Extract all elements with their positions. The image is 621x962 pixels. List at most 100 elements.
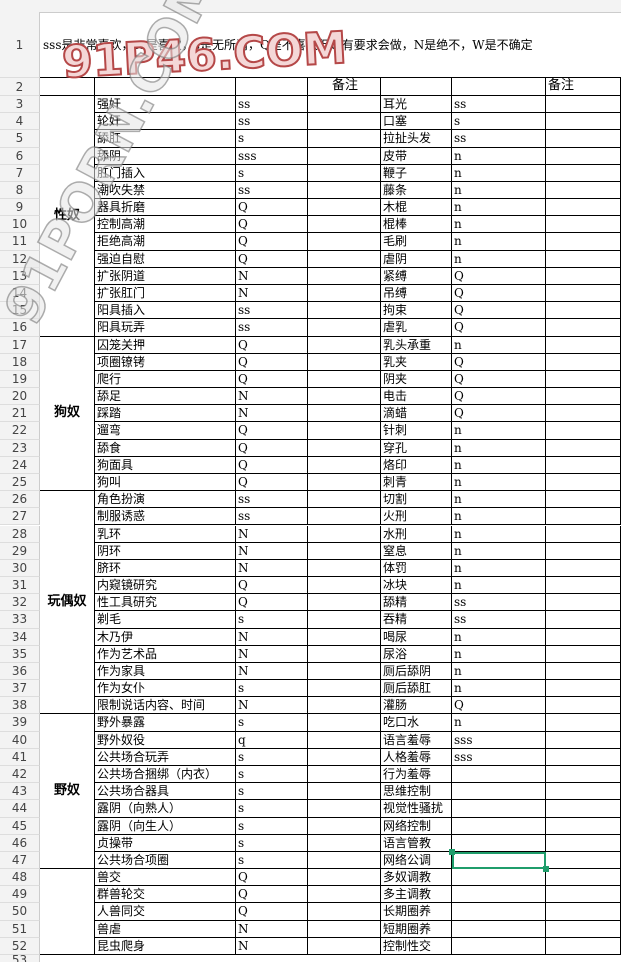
row-number[interactable]: 32 (0, 594, 40, 612)
row-number[interactable]: 2 (0, 78, 40, 96)
row-number[interactable]: 16 (0, 319, 40, 337)
row-number[interactable]: 15 (0, 302, 40, 320)
item: 尿浴 (381, 645, 452, 663)
rating: ss (236, 181, 308, 200)
row-number[interactable]: 38 (0, 697, 40, 715)
row-number[interactable]: 44 (0, 800, 40, 818)
row-number[interactable]: 14 (0, 284, 40, 303)
cell (546, 456, 621, 474)
rating: Q (236, 869, 308, 887)
cell (308, 920, 381, 938)
rating: n (452, 628, 546, 646)
row-number[interactable]: 12 (0, 250, 40, 268)
row-number[interactable]: 43 (0, 783, 40, 801)
cell (546, 731, 621, 749)
row-number[interactable]: 50 (0, 903, 40, 921)
item: 阳具玩弄 (95, 319, 236, 337)
row-number[interactable]: 48 (0, 869, 40, 887)
rating: s (236, 817, 308, 835)
rating: N (236, 559, 308, 578)
selected-cell[interactable] (452, 851, 546, 870)
item: 公共场合器具 (95, 783, 236, 801)
note-cell: sss是非常喜欢，ss是喜欢，s是无所谓，Q是不喜欢但是有要求会做，N是绝不，W… (40, 12, 621, 78)
item: 视觉性骚扰 (381, 800, 452, 818)
rating: Q (452, 697, 546, 715)
row-number[interactable]: 20 (0, 388, 40, 406)
rating: Q (236, 250, 308, 268)
row-number[interactable]: 13 (0, 267, 40, 285)
row-number[interactable]: 39 (0, 714, 40, 732)
row-number[interactable]: 41 (0, 748, 40, 766)
row-number[interactable]: 24 (0, 456, 40, 474)
cell (308, 250, 381, 268)
row-number[interactable]: 40 (0, 731, 40, 749)
cell (308, 628, 381, 646)
row-number[interactable]: 10 (0, 216, 40, 234)
row-number[interactable]: 7 (0, 164, 40, 182)
item: 虐乳 (381, 319, 452, 337)
row-number[interactable]: 21 (0, 405, 40, 423)
item: 穿孔 (381, 439, 452, 457)
item: 控制高潮 (95, 216, 236, 234)
row-number[interactable]: 22 (0, 422, 40, 440)
row-number[interactable]: 34 (0, 628, 40, 646)
row-number[interactable]: 27 (0, 508, 40, 526)
row-number[interactable]: 18 (0, 353, 40, 371)
row-number[interactable]: 4 (0, 113, 40, 131)
row-number[interactable]: 5 (0, 130, 40, 148)
row-number[interactable]: 47 (0, 851, 40, 870)
item: 舔精 (381, 594, 452, 612)
item: 肛门插入 (95, 164, 236, 182)
rating: n (452, 199, 546, 217)
rating: ss (236, 508, 308, 526)
item: 公共场合捆绑（内衣） (95, 766, 236, 784)
rating: n (452, 233, 546, 251)
item: 扩张阴道 (95, 267, 236, 285)
cell (308, 508, 381, 526)
row-number[interactable]: 45 (0, 817, 40, 835)
cell (308, 886, 381, 904)
rating (452, 886, 546, 904)
row-number[interactable]: 31 (0, 577, 40, 595)
cell (308, 869, 381, 887)
row-number[interactable]: 42 (0, 766, 40, 784)
item: 阳具插入 (95, 302, 236, 320)
rating: s (236, 164, 308, 182)
row-number[interactable]: 9 (0, 199, 40, 217)
row-number[interactable]: 8 (0, 181, 40, 200)
row-number[interactable]: 26 (0, 491, 40, 509)
cell (308, 473, 381, 492)
row-number[interactable]: 46 (0, 834, 40, 852)
row-number[interactable]: 36 (0, 662, 40, 681)
row-number[interactable]: 29 (0, 542, 40, 560)
rating: Q (452, 319, 546, 337)
cell (546, 766, 621, 784)
cell (308, 164, 381, 182)
cell (308, 181, 381, 200)
rating (452, 800, 546, 818)
row-number[interactable]: 3 (0, 96, 40, 114)
row-number[interactable]: 11 (0, 233, 40, 251)
row-number[interactable]: 51 (0, 920, 40, 938)
row-number[interactable]: 52 (0, 937, 40, 955)
row-number[interactable]: 1 (0, 12, 40, 78)
item: 狗面具 (95, 456, 236, 474)
cell (308, 817, 381, 835)
row-number[interactable]: 19 (0, 370, 40, 389)
row-number[interactable]: 25 (0, 473, 40, 492)
cell (308, 370, 381, 389)
row-number[interactable]: 53 (0, 954, 40, 962)
row-number[interactable]: 17 (0, 336, 40, 354)
cell (546, 439, 621, 457)
row-number[interactable]: 37 (0, 680, 40, 698)
row-number[interactable]: 28 (0, 525, 40, 543)
row-number[interactable]: 30 (0, 559, 40, 578)
row-number[interactable]: 6 (0, 147, 40, 165)
rating: Q (236, 594, 308, 612)
cell (546, 96, 621, 114)
item: 脐环 (95, 559, 236, 578)
row-number[interactable]: 33 (0, 611, 40, 629)
row-number[interactable]: 49 (0, 886, 40, 904)
row-number[interactable]: 35 (0, 645, 40, 663)
row-number[interactable]: 23 (0, 439, 40, 457)
